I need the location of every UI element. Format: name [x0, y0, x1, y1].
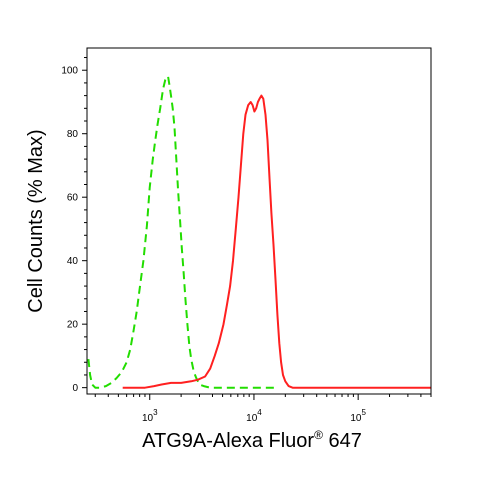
y-tick-label: 60	[67, 193, 79, 204]
x-tick-base: 10	[350, 413, 362, 424]
y-tick-label: 40	[67, 256, 79, 267]
x-tick-exponent: 4	[257, 408, 262, 417]
y-tick-label: 80	[67, 129, 79, 140]
x-tick-label: 104	[246, 408, 262, 424]
y-tick-label: 20	[67, 320, 79, 331]
x-tick-exponent: 3	[153, 408, 158, 417]
x-axis-title: ATG9A-Alexa Fluor® 647	[142, 428, 362, 452]
x-axis-title-registered: ®	[314, 428, 323, 442]
x-axis-title-tail: 647	[323, 430, 362, 452]
y-axis: 0 20 40 60 80 100	[61, 57, 87, 394]
x-tick-base: 10	[142, 413, 154, 424]
y-tick-label: 100	[61, 66, 78, 77]
y-axis-title: Cell Counts (% Max)	[25, 129, 47, 312]
x-tick-label: 103	[142, 408, 158, 424]
plot-area	[87, 75, 431, 389]
series-line-solid	[122, 94, 431, 389]
plot-frame	[86, 47, 432, 395]
x-tick-base: 10	[246, 413, 258, 424]
x-axis-title-main: ATG9A-Alexa Fluor	[142, 430, 314, 452]
x-tick-label: 105	[350, 408, 366, 424]
series-line-dashed	[87, 75, 276, 389]
x-tick-exponent: 5	[361, 408, 366, 417]
y-tick-label: 0	[72, 383, 78, 394]
